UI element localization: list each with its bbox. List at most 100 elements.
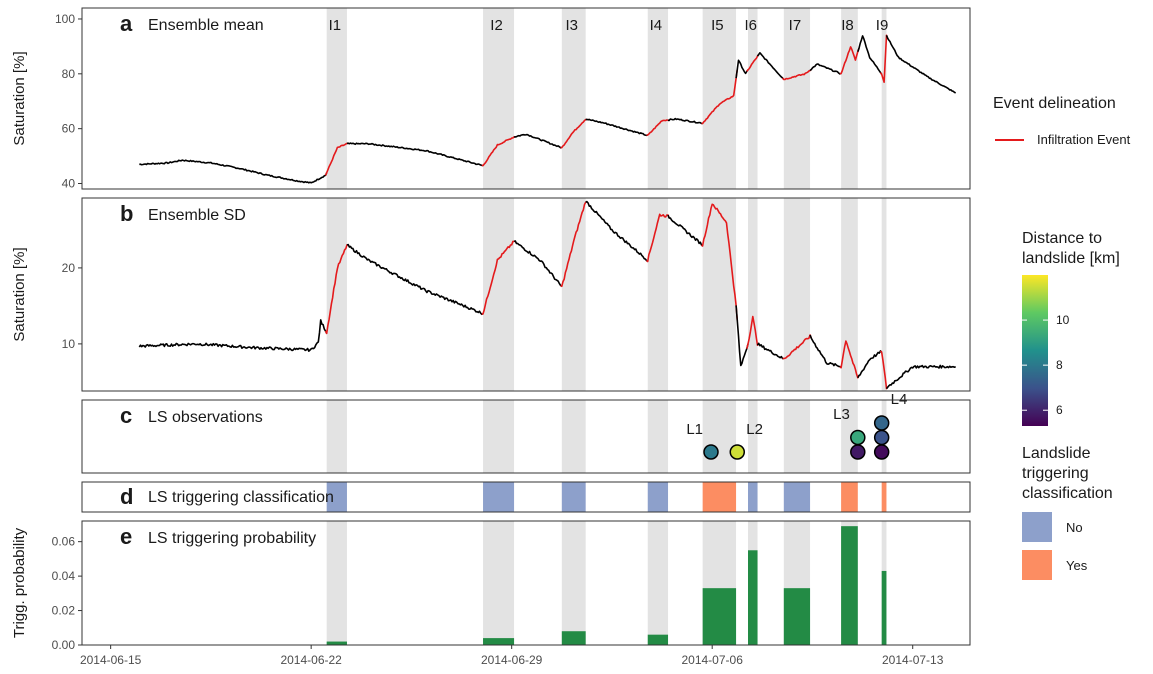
probability-bar-i4 [647,634,669,645]
event-band-i1 [326,198,347,391]
panel-letter-d: d [120,484,133,509]
event-band-i4 [647,198,669,391]
classification-block-i9 [881,482,887,512]
panel-letter-a: a [120,11,133,36]
distance-colorbar [1022,275,1048,426]
y-tick-label-e: 0.00 [52,638,76,652]
event-line-segment-b-13 [782,334,813,360]
classification-block-i2 [483,482,515,512]
series-line-segment-b-14 [809,334,842,369]
x-tick-label: 2014-07-13 [882,653,944,667]
panel-frame-c [81,399,971,474]
panel-title-b: Ensemble SD [148,207,246,224]
legend-title-classification: Landslide [1022,445,1091,462]
panel-letter-e: e [120,524,132,549]
event-band-i4 [647,400,669,473]
y-tick-label-b: 10 [62,337,76,351]
panel-frame-e [81,520,971,646]
series-line-segment-a-18 [885,35,957,94]
landslide-point-l3-2 [850,429,866,446]
series-line-segment-a-0 [139,159,328,184]
landslide-point-l4-5 [873,429,890,446]
event-band-i7 [783,198,811,391]
y-tick-label-e: 0.06 [52,535,76,549]
y-axis-label-e: Trigg. probability [11,527,28,638]
event-line-segment-a-1 [324,142,349,176]
series-line-segment-b-18 [885,364,956,390]
event-line-segment-a-7 [646,119,670,137]
series-line-segment-a-6 [585,118,648,137]
event-line-segment-a-11 [746,54,760,72]
probability-bar-i5 [702,588,737,645]
event-band-i2 [483,8,515,189]
landslide-point-l1-0 [703,444,719,460]
event-label-i7: I7 [789,17,802,34]
series-line-segment-a-14 [809,63,842,75]
y-tick-label-e: 0.02 [52,604,76,618]
series-line-segment-a-2 [346,142,484,167]
y-tick-label-e: 0.04 [52,569,76,583]
landslide-point-l4-4 [873,415,890,431]
series-line-segment-a-8 [667,117,703,125]
x-tick-label: 2014-06-22 [280,653,342,667]
event-label-i6: I6 [745,17,758,34]
colorbar-tick-label: 8 [1056,358,1063,372]
event-band-i3 [561,198,586,391]
panel-letter-b: b [120,201,133,226]
landslide-point-l4-6 [873,444,890,460]
classification-block-i6 [748,482,758,512]
event-band-i1 [326,400,347,473]
event-band-i5 [702,400,737,473]
y-tick-label-a: 40 [62,177,76,191]
series-line-segment-a-16 [857,35,883,75]
panel-title-c: LS observations [148,409,263,426]
classification-block-i1 [326,482,347,512]
event-band-i4 [647,521,669,645]
event-band-i8 [841,8,858,189]
colorbar-tick-label: 6 [1056,403,1063,417]
event-band-i2 [483,400,515,473]
event-label-i5: I5 [711,17,724,34]
probability-bar-i9 [881,570,887,645]
probability-bar-i8 [841,526,858,645]
landslide-point-l2-1 [729,444,746,460]
event-line-segment-b-9 [700,203,739,321]
panel-frame-d [81,481,971,513]
event-label-i3: I3 [565,17,578,34]
series-line-segment-a-4 [514,133,562,149]
event-line-segment-a-5 [560,118,588,149]
event-label-i2: I2 [490,17,503,34]
series-line-segment-b-4 [513,240,563,287]
x-tick-label: 2014-07-06 [681,653,743,667]
legend-title-distance: landslide [km] [1022,250,1120,267]
y-tick-label-a: 80 [62,67,76,81]
series-line-segment-b-12 [756,342,784,360]
probability-bar-i1 [326,641,347,645]
event-band-i1 [326,8,347,189]
series-line-segment-b-0 [138,319,328,352]
event-band-i6 [748,198,758,391]
landslide-label-l1: L1 [686,421,703,438]
event-line-segment-b-11 [746,315,760,349]
x-tick-label: 2014-06-29 [481,653,543,667]
event-line-segment-a-9 [701,69,739,125]
legend-title-classification: classification [1022,485,1113,502]
event-band-i3 [561,8,586,189]
legend-title-distance: Distance to [1022,230,1102,247]
legend-key-yes [1022,550,1052,580]
event-label-i9: I9 [876,17,889,34]
series-line-segment-b-2 [346,243,484,316]
classification-block-i7 [783,482,811,512]
event-band-i5 [702,8,737,189]
panel-title-a: Ensemble mean [148,17,264,34]
panel-frame-a [81,7,971,190]
event-label-i8: I8 [841,17,854,34]
event-line-segment-a-15 [839,46,860,75]
x-tick-label: 2014-06-15 [80,653,142,667]
event-band-i9 [881,8,887,189]
classification-block-i8 [841,482,858,512]
y-tick-label-a: 60 [62,122,76,136]
legend-label-infiltration-event: Infiltration Event [1037,132,1131,147]
landslide-label-l2: L2 [746,421,763,438]
event-band-i2 [483,521,515,645]
